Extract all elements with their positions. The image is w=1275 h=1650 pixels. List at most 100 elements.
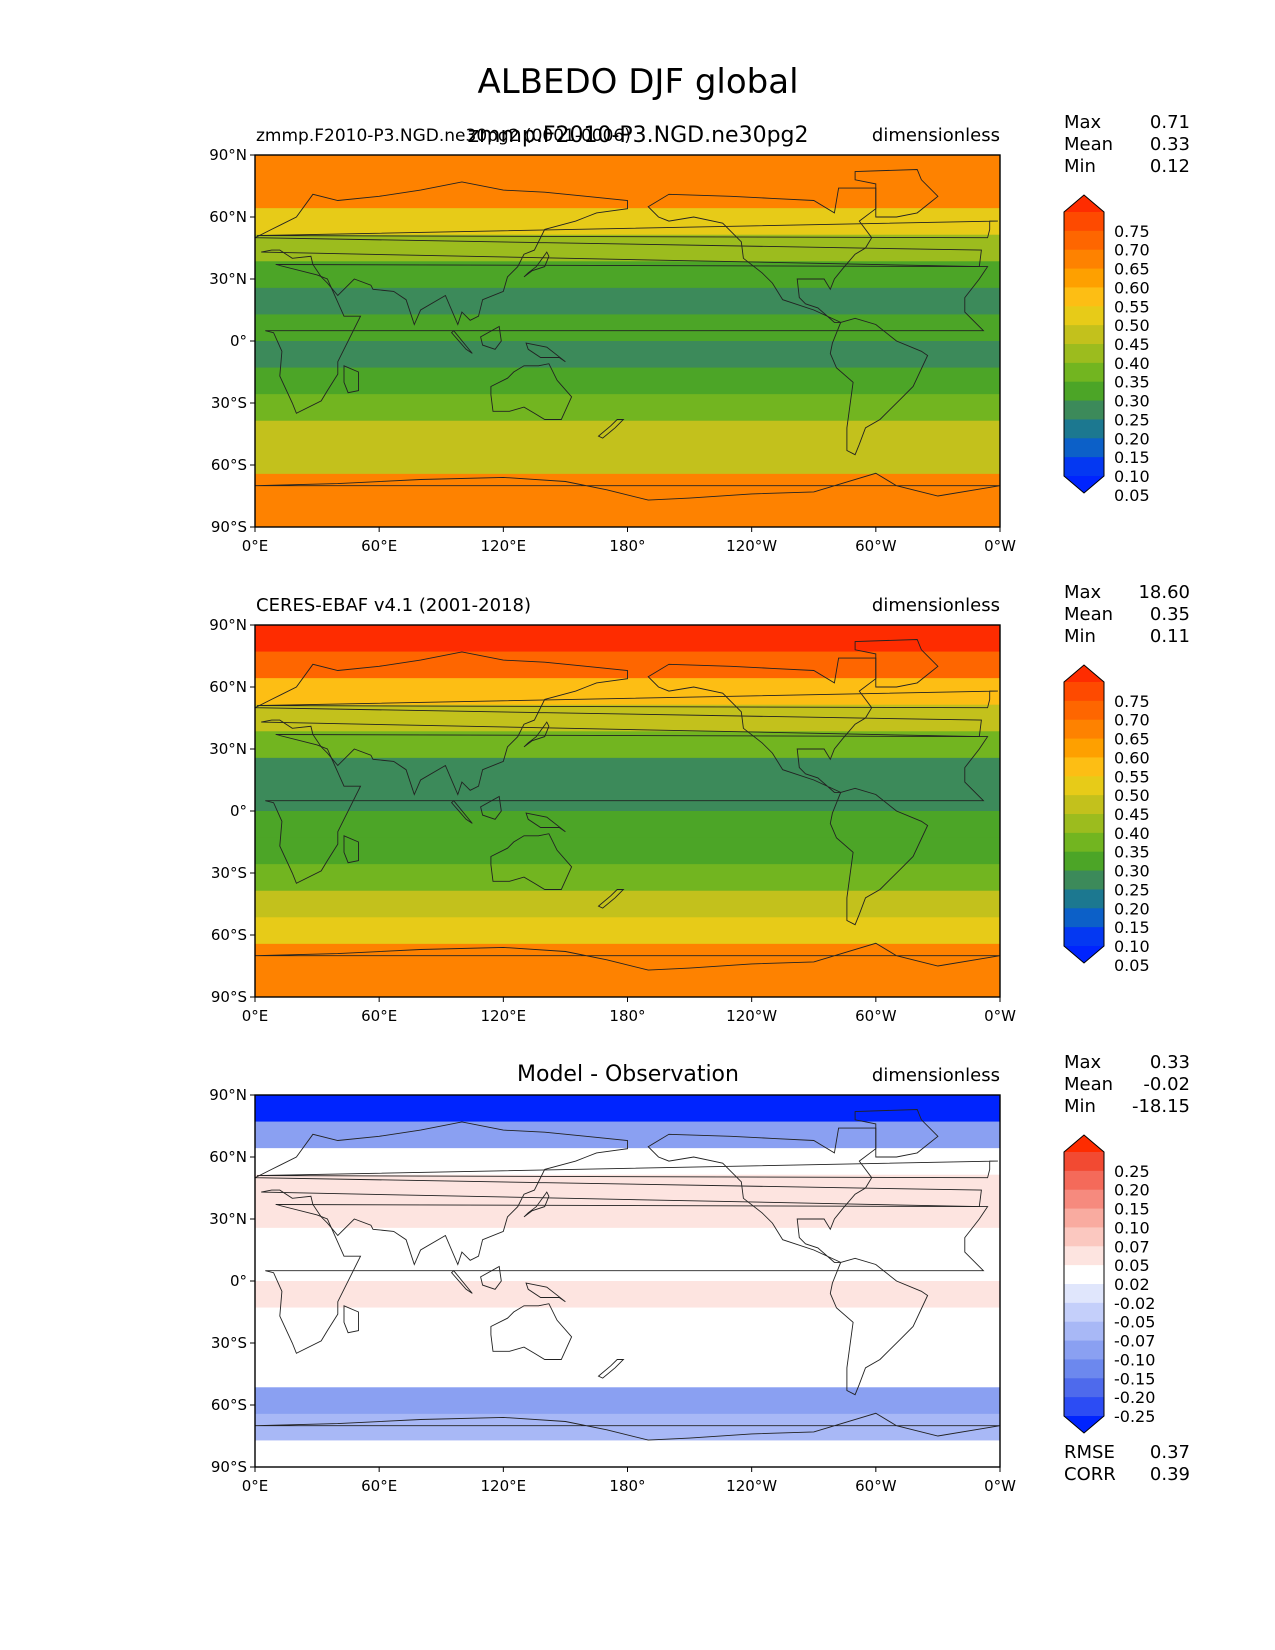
colorbar-tick-label: 0.10: [1114, 1218, 1150, 1237]
coastlines-model: [255, 169, 1000, 501]
field-band-obs: [255, 625, 1000, 653]
coastline: [255, 1121, 982, 1266]
coastline: [265, 264, 989, 414]
colorbar-tick-label: -0.20: [1114, 1388, 1155, 1407]
metric-value: 0.37: [1150, 1442, 1190, 1463]
panel-title-center-diff: Model - Observation: [517, 1062, 739, 1087]
colorbar-tick-label: 0.75: [1114, 222, 1150, 241]
colorbar-extend-min: [1064, 1416, 1104, 1433]
coastline: [597, 889, 625, 909]
field-band-model: [255, 394, 1000, 422]
colorbar-tick-label: 0.30: [1114, 392, 1150, 411]
stat-label: Mean: [1064, 604, 1113, 625]
colorbar-tick-label: 0.55: [1114, 297, 1150, 316]
y-tick-label: 30°S: [211, 394, 247, 412]
colorbar-tick-label: -0.25: [1114, 1407, 1155, 1426]
stat-value: 0.11: [1150, 626, 1190, 647]
y-tick-label: 90°S: [211, 518, 247, 536]
y-tick-label: 30°S: [211, 864, 247, 882]
colorbar-tick-label: 0.60: [1114, 748, 1150, 767]
stat-label: Min: [1064, 626, 1096, 647]
colorbar-segment: [1064, 700, 1104, 721]
stat-label: Mean: [1064, 134, 1113, 155]
colorbar-obs: 0.750.700.650.600.550.500.450.400.350.30…: [1063, 664, 1150, 975]
colorbar-segment: [1064, 889, 1104, 909]
colorbar-segment: [1064, 249, 1104, 270]
metric-label: RMSE: [1064, 1442, 1115, 1463]
colorbar-tick-label: 0.15: [1114, 1200, 1150, 1219]
x-tick-label: 120°W: [726, 1007, 777, 1025]
colorbar-segment: [1064, 325, 1104, 345]
colorbar-tick-label: 0.35: [1114, 373, 1150, 392]
y-tick-label: 90°N: [209, 146, 247, 164]
colorbar-extend-max: [1064, 665, 1104, 682]
colorbar-tick-label: 0.40: [1114, 824, 1150, 843]
coastline: [523, 251, 550, 278]
colorbar-extend-max: [1064, 195, 1104, 212]
panel-units-obs: dimensionless: [872, 595, 1000, 616]
colorbar-segment: [1064, 1321, 1104, 1342]
field-band-obs: [255, 917, 1000, 945]
colorbar-segment: [1064, 212, 1104, 232]
x-tick-label: 120°W: [726, 537, 777, 555]
colorbar-segment: [1064, 419, 1104, 439]
colorbar-tick-label: 0.02: [1114, 1275, 1150, 1294]
coastline: [480, 795, 502, 820]
x-ticks-obs: 0°E 60°E 120°E 180° 120°W 60°W 0°W: [242, 997, 1016, 1025]
field-band-diff: [255, 1360, 1000, 1388]
panel-units-diff: dimensionless: [872, 1065, 1000, 1086]
x-tick-label: 0°E: [242, 537, 269, 555]
x-tick-label: 120°E: [481, 1007, 527, 1025]
stat-label: Min: [1064, 156, 1096, 177]
colorbar-segment: [1064, 795, 1104, 815]
coastlines-obs: [255, 639, 1000, 971]
stats-diff: Max 0.33 Mean -0.02 Min -18.15: [1064, 1052, 1190, 1117]
x-tick-label: 0°W: [984, 1477, 1016, 1495]
stat-label: Max: [1064, 1052, 1102, 1073]
colorbar-tick-label: 0.25: [1114, 410, 1150, 429]
colorbar-tick-label: -0.15: [1114, 1369, 1155, 1388]
field-band-obs: [255, 970, 1000, 997]
x-tick-label: 120°E: [481, 537, 527, 555]
colorbar-diff: 0.250.200.150.100.070.050.02-0.02-0.05-0…: [1063, 1134, 1155, 1434]
colorbar-tick-label: 0.35: [1114, 843, 1150, 862]
stat-value: 0.33: [1150, 1052, 1190, 1073]
colorbar-segment: [1064, 776, 1104, 796]
coastlines-diff: [255, 1109, 1000, 1441]
x-tick-label: 0°E: [242, 1007, 269, 1025]
field-band-diff: [255, 1307, 1000, 1335]
colorbar-tick-label: -0.05: [1114, 1313, 1155, 1332]
y-tick-label: 0°: [230, 332, 247, 350]
coastline: [490, 833, 573, 890]
coastline: [255, 181, 982, 326]
colorbar-segment: [1064, 362, 1104, 383]
colorbar-segment: [1064, 851, 1104, 872]
colorbar-tick-label: 0.60: [1114, 278, 1150, 297]
coastline: [265, 734, 989, 884]
x-tick-label: 60°E: [361, 1007, 397, 1025]
map-field-obs: [255, 625, 1000, 997]
field-band-obs: [255, 757, 1000, 786]
stat-value: 0.35: [1150, 604, 1190, 625]
panel-units-model: dimensionless: [872, 125, 1000, 146]
coastline: [255, 651, 982, 796]
panel-diff: Model - Observation dimensionless 90°N 60…: [209, 1052, 1190, 1495]
x-ticks-model: 0°E 60°E 120°E 180° 120°W 60°W 0°W: [242, 527, 1016, 555]
x-tick-label: 60°E: [361, 1477, 397, 1495]
field-band-model: [255, 155, 1000, 183]
x-ticks-diff: 0°E 60°E 120°E 180° 120°W 60°W 0°W: [242, 1467, 1016, 1495]
colorbar-segment: [1064, 344, 1104, 364]
colorbar-tick-label: 0.10: [1114, 937, 1150, 956]
coastline: [255, 942, 1000, 971]
colorbar-tick-label: 0.07: [1114, 1237, 1150, 1256]
coastline: [647, 187, 877, 323]
colorbar-segment: [1064, 908, 1104, 928]
y-tick-label: 60°N: [209, 678, 247, 696]
coastline: [647, 1127, 877, 1263]
y-tick-label: 60°N: [209, 208, 247, 226]
colorbar-tick-label: 0.15: [1114, 918, 1150, 937]
stat-label: Max: [1064, 582, 1102, 603]
field-band-diff: [255, 1440, 1000, 1467]
coastline: [257, 1160, 998, 1179]
colorbar-segment: [1064, 682, 1104, 702]
